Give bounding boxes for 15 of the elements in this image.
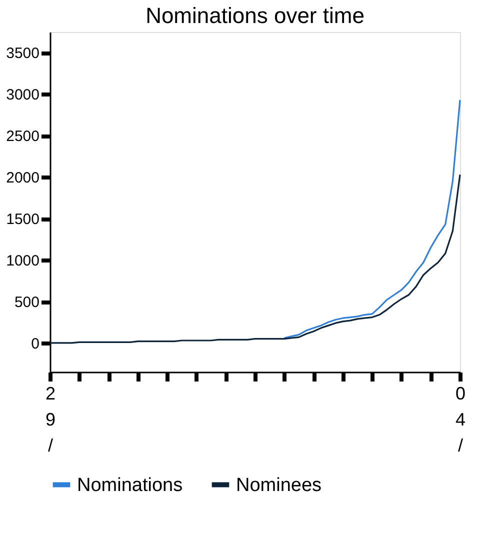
legend-label: Nominations (77, 474, 183, 496)
y-tick-label: 2000 (6, 170, 40, 187)
x-tick-label: 29/ (45, 384, 56, 456)
chart-title: Nominations over time (146, 3, 364, 28)
y-tick-label: 500 (14, 294, 40, 312)
y-tick-label: 3500 (6, 45, 40, 62)
y-tick-label: 3000 (6, 86, 40, 104)
y-tick-label: 0 (31, 335, 40, 352)
x-tick-label: 04/ (455, 384, 466, 456)
legend-label: Nominees (236, 474, 322, 496)
line-series (283, 99, 461, 339)
line-series (49, 174, 461, 344)
y-tick-label: 2500 (6, 128, 40, 146)
y-tick-label: 1000 (6, 252, 40, 270)
y-tick-label: 1500 (6, 211, 40, 228)
